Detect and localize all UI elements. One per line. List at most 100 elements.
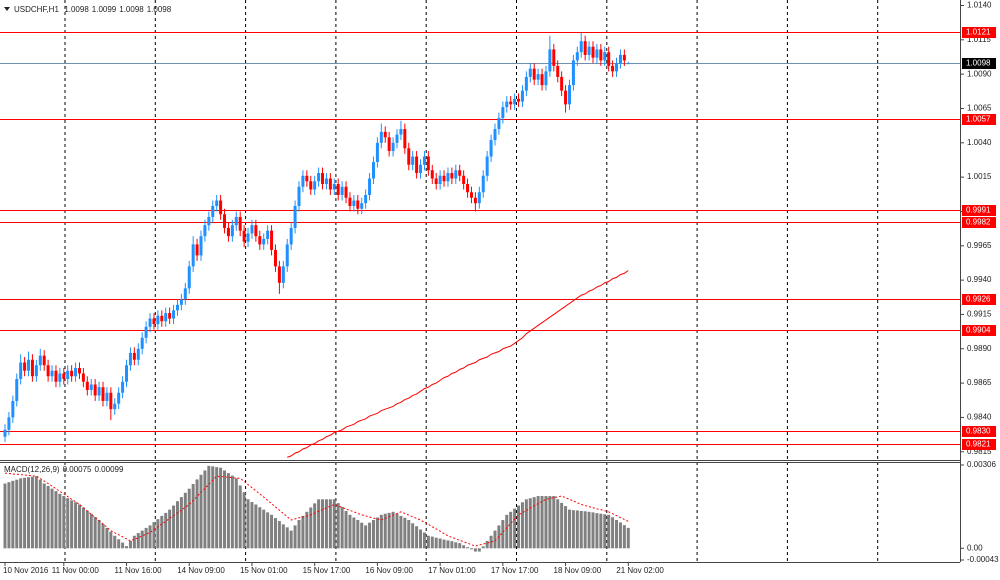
macd-bar — [266, 512, 270, 549]
macd-bar — [454, 542, 458, 549]
macd-bar — [387, 512, 391, 549]
macd-bar — [336, 503, 340, 549]
x-tick-label: 17 Nov 17:00 — [491, 566, 539, 575]
candle-body — [591, 46, 595, 58]
macd-bar — [332, 499, 336, 549]
candle-body — [528, 68, 532, 77]
macd-bar — [117, 539, 121, 549]
macd-bar — [364, 525, 368, 549]
candle-body — [77, 368, 81, 374]
candle-body — [42, 355, 46, 366]
macd-bar — [599, 513, 603, 549]
macd-bar — [328, 499, 332, 549]
level-label: 0.9926 — [966, 295, 991, 304]
macd-bar — [575, 510, 579, 549]
candle-body — [622, 54, 626, 61]
candle-body — [305, 175, 309, 182]
candle-body — [266, 230, 270, 239]
moving-average — [287, 270, 629, 458]
macd-bar — [548, 496, 552, 549]
macd-bar — [426, 535, 430, 549]
y-tick-label: 1.0140 — [967, 1, 992, 10]
y-tick-label: 1.0040 — [967, 138, 992, 147]
macd-bar — [528, 498, 532, 549]
macd-bar — [450, 541, 454, 549]
candle-body — [328, 178, 332, 190]
candle-body — [579, 41, 583, 53]
candle-body — [301, 175, 305, 187]
macd-bar — [297, 519, 301, 549]
macd-bar — [469, 548, 473, 550]
candle-body — [19, 362, 23, 379]
candle-body — [281, 266, 285, 283]
candle-body — [152, 318, 156, 325]
macd-bar — [77, 504, 81, 549]
macd-bar — [324, 499, 328, 549]
macd-bar — [270, 514, 274, 549]
candle-body — [101, 387, 105, 401]
candle-body — [473, 197, 477, 204]
candle-body — [501, 107, 505, 119]
macd-bar — [607, 514, 611, 549]
macd-bar — [611, 517, 615, 549]
macd-bar — [309, 507, 313, 549]
macd-bar — [128, 540, 132, 549]
macd-bar — [7, 482, 11, 549]
macd-bar — [101, 523, 105, 549]
macd-bar — [626, 527, 630, 549]
candle-body — [223, 214, 227, 228]
y-tick-label: 0.9890 — [967, 344, 992, 353]
candle-body — [234, 216, 238, 226]
candle-body — [81, 373, 85, 382]
macd-bar — [273, 518, 277, 549]
macd-bar — [289, 530, 293, 549]
candle-body — [583, 41, 587, 55]
macd-bar — [148, 525, 152, 549]
macd-bar — [544, 496, 548, 549]
candle-body — [58, 373, 62, 382]
y-tick-label: 1.0015 — [967, 172, 992, 181]
last-low: 1.0098 — [119, 5, 144, 14]
y2-tick-label: 0.00306 — [967, 460, 996, 469]
macd-bar — [285, 527, 289, 549]
candle-body — [125, 365, 129, 382]
macd-bar — [415, 526, 419, 549]
chart-title: USDCHF,H1 1.0098 1.0099 1.0098 1.0098 — [14, 5, 172, 14]
macd-bar — [211, 466, 215, 549]
macd-bar — [466, 547, 470, 549]
candle-body — [215, 200, 219, 206]
candle-body — [469, 192, 473, 198]
candle-body — [66, 370, 70, 379]
candle-body — [607, 52, 611, 66]
macd-bar — [246, 499, 250, 549]
candle-body — [195, 244, 199, 256]
level-label-bg — [962, 294, 996, 305]
y-tick-label: 1.0065 — [967, 104, 992, 113]
macd-bar — [556, 499, 560, 549]
macd-bar — [140, 530, 144, 549]
candle-body — [552, 49, 556, 66]
macd-bar — [340, 506, 344, 549]
candle-body — [117, 392, 121, 404]
macd-bar — [242, 492, 246, 549]
candle-body — [567, 85, 571, 105]
level-label-bg — [962, 205, 996, 216]
candle-body — [419, 164, 423, 174]
candle-body — [203, 225, 207, 237]
candle-body — [211, 205, 215, 217]
candle-body — [466, 184, 470, 193]
macd-bar — [473, 548, 477, 552]
candle-body — [434, 178, 438, 184]
x-tick-label: 17 Nov 01:00 — [428, 566, 476, 575]
candle-body — [340, 186, 344, 195]
macd-bar — [493, 530, 497, 549]
macd-bar — [391, 511, 395, 549]
level-label-bg — [962, 27, 996, 38]
macd-bar — [262, 509, 266, 549]
x-tick-label: 10 Nov 2016 — [3, 566, 49, 575]
candle-body — [273, 249, 277, 267]
candle-body — [172, 310, 176, 319]
macd-bar — [11, 480, 15, 549]
macd-bar — [281, 524, 285, 549]
candle-body — [70, 370, 74, 377]
